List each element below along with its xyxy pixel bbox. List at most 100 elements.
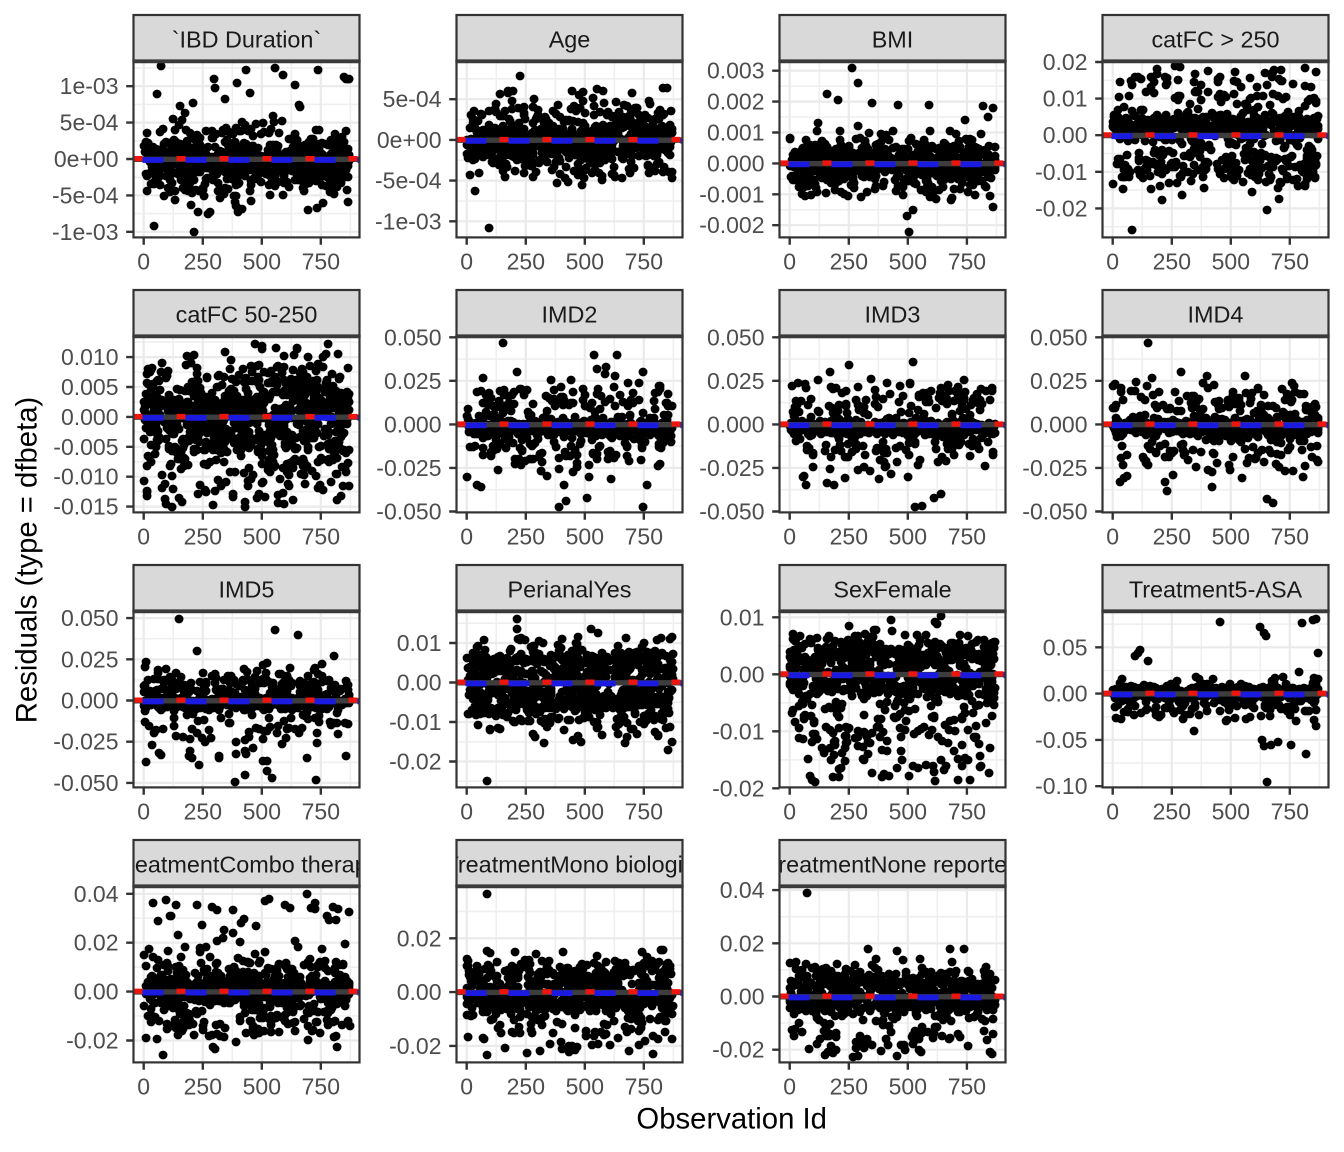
svg-text:250: 250 [184,1073,222,1099]
svg-text:250: 250 [1153,798,1191,824]
svg-text:500: 500 [1212,798,1250,824]
svg-text:-0.025: -0.025 [699,455,764,481]
svg-text:TreatmentNone reported: TreatmentNone reported [765,852,1020,878]
svg-text:500: 500 [243,1073,281,1099]
svg-text:500: 500 [566,523,604,549]
svg-text:0: 0 [460,523,473,549]
svg-text:750: 750 [948,798,986,824]
svg-text:0.04: 0.04 [74,881,119,907]
svg-text:250: 250 [184,248,222,274]
svg-text:500: 500 [566,1073,604,1099]
svg-text:-0.05: -0.05 [1035,727,1087,753]
svg-text:TreatmentCombo therapy: TreatmentCombo therapy [114,852,380,878]
svg-text:0: 0 [783,523,796,549]
svg-text:0.050: 0.050 [384,324,442,350]
svg-text:500: 500 [243,248,281,274]
svg-text:0.000: 0.000 [707,411,765,437]
svg-text:0: 0 [1106,798,1119,824]
svg-text:0: 0 [783,1073,796,1099]
svg-text:-0.050: -0.050 [1022,499,1087,525]
svg-text:750: 750 [302,1073,340,1099]
svg-text:-0.10: -0.10 [1035,773,1087,799]
svg-text:0.04: 0.04 [720,877,765,903]
svg-text:0.02: 0.02 [397,925,442,951]
svg-text:0.050: 0.050 [61,605,119,631]
svg-text:-0.025: -0.025 [53,729,118,755]
svg-text:5e-04: 5e-04 [383,86,442,112]
svg-text:750: 750 [1271,523,1309,549]
svg-text:0.00: 0.00 [397,670,442,696]
svg-text:0.000: 0.000 [707,150,765,176]
svg-text:-5e-04: -5e-04 [375,168,442,194]
svg-text:250: 250 [830,1073,868,1099]
svg-text:PerianalYes: PerianalYes [508,577,632,603]
svg-text:0.00: 0.00 [397,979,442,1005]
svg-text:catFC 50-250: catFC 50-250 [176,302,318,328]
svg-text:0.050: 0.050 [1030,324,1088,350]
svg-text:500: 500 [889,798,927,824]
svg-text:0.000: 0.000 [61,688,119,714]
svg-text:250: 250 [1153,523,1191,549]
svg-text:-0.01: -0.01 [1035,159,1087,185]
svg-text:-0.02: -0.02 [66,1028,118,1054]
svg-text:0: 0 [460,248,473,274]
svg-text:0: 0 [137,248,150,274]
svg-text:-0.050: -0.050 [53,770,118,796]
svg-text:0.000: 0.000 [61,404,119,430]
svg-text:catFC > 250: catFC > 250 [1151,27,1279,53]
svg-text:-0.015: -0.015 [53,494,118,520]
svg-text:250: 250 [830,248,868,274]
svg-text:0.010: 0.010 [61,344,119,370]
svg-text:BMI: BMI [872,27,914,53]
svg-text:-0.01: -0.01 [712,718,764,744]
svg-text:0.005: 0.005 [61,374,119,400]
svg-text:Observation Id: Observation Id [636,1103,827,1136]
svg-text:0.00: 0.00 [74,979,119,1005]
svg-text:250: 250 [1153,248,1191,274]
svg-text:-0.025: -0.025 [1022,455,1087,481]
svg-text:-0.02: -0.02 [1035,195,1087,221]
svg-text:IMD2: IMD2 [542,302,598,328]
svg-text:`IBD Duration`: `IBD Duration` [172,27,321,53]
svg-text:0.025: 0.025 [707,368,765,394]
svg-text:-0.002: -0.002 [699,212,764,238]
svg-text:0.02: 0.02 [1043,49,1088,75]
svg-text:500: 500 [1212,523,1250,549]
svg-text:750: 750 [1271,798,1309,824]
svg-text:0.05: 0.05 [1043,634,1088,660]
svg-text:250: 250 [507,1073,545,1099]
svg-text:-0.01: -0.01 [389,709,441,735]
svg-text:-0.025: -0.025 [376,455,441,481]
svg-text:-1e-03: -1e-03 [375,208,441,234]
svg-text:500: 500 [566,248,604,274]
svg-text:0.050: 0.050 [707,324,765,350]
svg-text:750: 750 [948,1073,986,1099]
svg-text:0.00: 0.00 [1043,122,1088,148]
svg-text:-0.02: -0.02 [389,1033,441,1059]
svg-text:0.001: 0.001 [707,120,765,146]
svg-text:750: 750 [625,248,663,274]
svg-text:250: 250 [184,798,222,824]
svg-text:250: 250 [507,248,545,274]
svg-text:Treatment5-ASA: Treatment5-ASA [1129,577,1303,603]
svg-text:250: 250 [830,523,868,549]
svg-text:0: 0 [137,523,150,549]
svg-text:0.000: 0.000 [1030,411,1088,437]
svg-text:750: 750 [302,523,340,549]
svg-text:500: 500 [566,798,604,824]
svg-text:0: 0 [1106,523,1119,549]
svg-text:250: 250 [184,523,222,549]
svg-text:-0.050: -0.050 [376,499,441,525]
svg-text:-0.02: -0.02 [389,749,441,775]
svg-text:-0.005: -0.005 [53,434,118,460]
svg-text:-0.02: -0.02 [712,1037,764,1063]
svg-text:500: 500 [1212,248,1250,274]
svg-text:-0.010: -0.010 [53,464,118,490]
svg-text:IMD3: IMD3 [865,302,921,328]
svg-text:750: 750 [302,798,340,824]
svg-text:0e+00: 0e+00 [54,146,119,172]
svg-text:-0.050: -0.050 [699,499,764,525]
svg-text:250: 250 [507,798,545,824]
svg-text:0: 0 [460,798,473,824]
svg-text:0e+00: 0e+00 [377,127,442,153]
